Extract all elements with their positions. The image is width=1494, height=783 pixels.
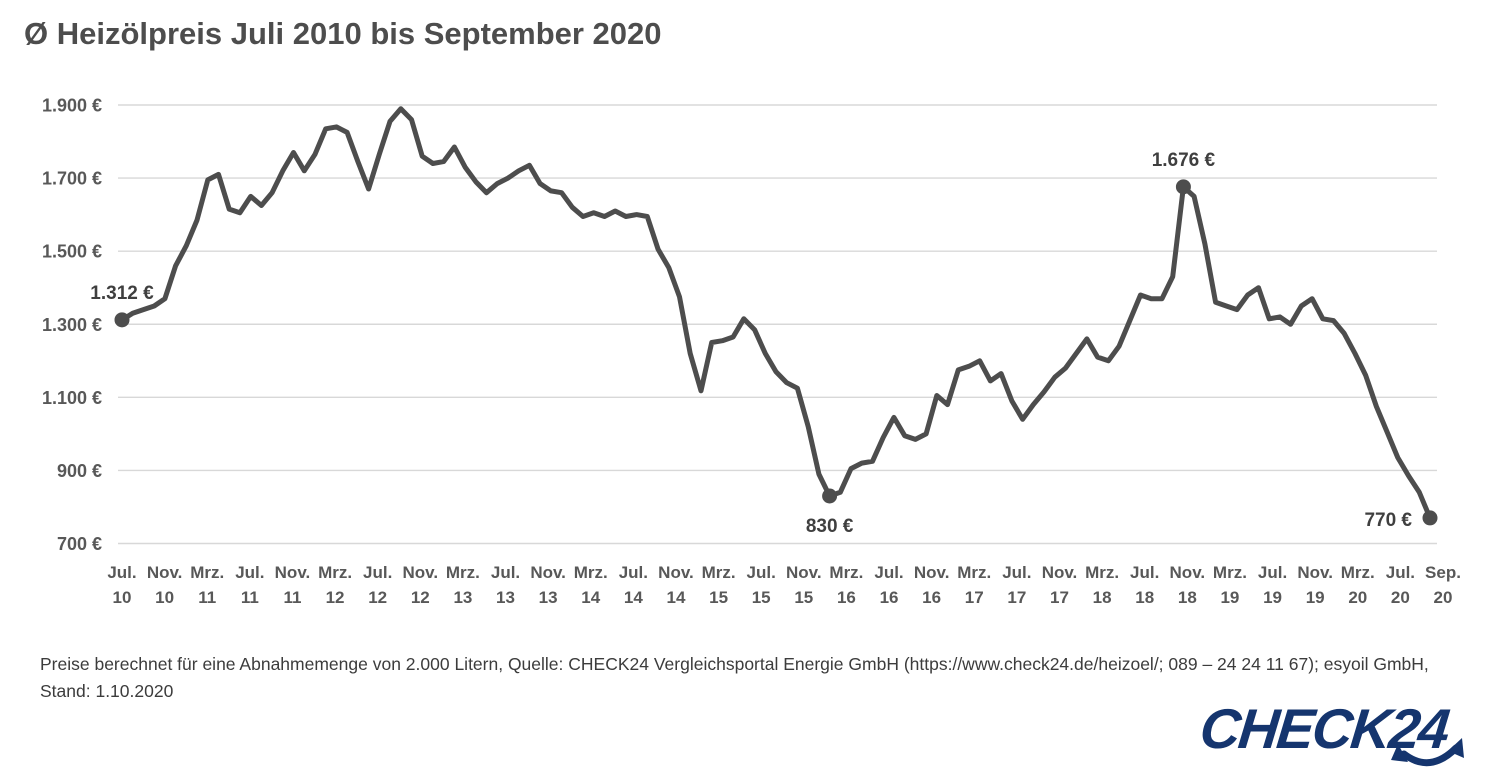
check24-logo: CHECK24 (1202, 697, 1464, 767)
check24-logo-text: CHECK24 (1202, 697, 1453, 760)
x-axis-tick-year: 15 (709, 588, 728, 607)
x-axis-tick-month: Mrz. (446, 563, 480, 582)
x-axis-tick-month: Mrz. (574, 563, 608, 582)
x-axis-tick-year: 11 (283, 588, 301, 607)
price-line (119, 106, 1433, 521)
data-point-dot (1422, 510, 1438, 526)
x-axis-tick-year: 13 (539, 588, 558, 607)
y-axis-label: 1.300 € (42, 315, 102, 335)
source-note-line-1: Preise berechnet für eine Abnahmemenge v… (40, 654, 1429, 674)
x-axis-tick-year: 10 (113, 588, 132, 607)
x-axis-tick-year: 12 (326, 588, 345, 607)
y-axis-label: 1.900 € (42, 96, 102, 116)
x-axis-tick-year: 14 (581, 588, 600, 607)
x-axis-tick-year: 20 (1391, 588, 1410, 607)
y-axis-label: 1.500 € (42, 242, 102, 262)
x-axis-tick-year: 15 (752, 588, 771, 607)
x-axis-tick-month: Nov. (275, 563, 311, 582)
x-axis-tick-year: 16 (922, 588, 941, 607)
x-axis-tick-month: Jul. (235, 563, 264, 582)
x-axis-tick-year: 14 (624, 588, 643, 607)
x-axis-tick-month: Nov. (1042, 563, 1078, 582)
x-axis-tick-month: Jul. (1002, 563, 1031, 582)
x-axis-tick-year: 19 (1220, 588, 1239, 607)
x-axis-tick-year: 17 (1050, 588, 1069, 607)
x-axis-tick-year: 14 (667, 588, 686, 607)
x-axis-tick-month: Nov. (1170, 563, 1206, 582)
x-axis-tick-year: 18 (1093, 588, 1112, 607)
x-axis-tick-month: Nov. (530, 563, 566, 582)
source-note: Preise berechnet für eine Abnahmemenge v… (40, 651, 1460, 705)
x-axis-tick-month: Jul. (1258, 563, 1287, 582)
x-axis-tick-year: 18 (1135, 588, 1154, 607)
x-axis-tick-month: Mrz. (1213, 563, 1247, 582)
page-title: Ø Heizölpreis Juli 2010 bis September 20… (24, 16, 662, 51)
x-axis-tick-month: Nov. (914, 563, 950, 582)
x-axis-tick-year: 12 (368, 588, 387, 607)
logo-arrow-right-head-icon (1448, 738, 1464, 758)
data-point-dot (1175, 179, 1191, 195)
x-axis-tick-year: 19 (1306, 588, 1325, 607)
x-axis-tick-month: Mrz. (829, 563, 863, 582)
x-axis-tick-year: 12 (411, 588, 430, 607)
x-axis-tick-year: 13 (453, 588, 472, 607)
y-axis-label: 1.100 € (42, 388, 102, 408)
x-axis-tick-month: Mrz. (190, 563, 224, 582)
x-axis-tick-month: Sep. (1425, 563, 1461, 582)
source-note-line-2: Stand: 1.10.2020 (40, 681, 174, 702)
data-point-dot (822, 488, 838, 504)
x-axis-tick-year: 15 (794, 588, 813, 607)
x-axis-tick-month: Jul. (874, 563, 903, 582)
x-axis-tick-month: Jul. (363, 563, 392, 582)
data-point-dot (114, 312, 130, 328)
x-axis-tick-year: 16 (837, 588, 856, 607)
y-axis-label: 700 € (57, 534, 102, 554)
x-axis-tick-month: Nov. (658, 563, 694, 582)
x-axis-tick-month: Nov. (147, 563, 183, 582)
x-axis-tick-year: 20 (1434, 588, 1453, 607)
x-axis-tick-month: Jul. (1386, 563, 1415, 582)
x-axis-tick-year: 19 (1263, 588, 1282, 607)
y-axis-label: 900 € (57, 461, 102, 481)
x-axis-tick-year: 20 (1348, 588, 1367, 607)
price-chart: 1.900 € 1.700 € 1.500 € 1.300 € 1.100 € 900 €… (42, 96, 1461, 608)
x-axis-tick-month: Mrz. (957, 563, 991, 582)
x-axis-tick-month: Jul. (1130, 563, 1159, 582)
annotation-label: 1.676 € (1152, 150, 1216, 171)
annotation-label: 1.312 € (90, 283, 154, 304)
y-axis-label: 1.700 € (42, 169, 102, 189)
x-axis-tick-month: Mrz. (318, 563, 352, 582)
x-axis-tick-year: 16 (880, 588, 899, 607)
logo-arrow-left-head-icon (1391, 744, 1408, 762)
x-axis-tick-month: Nov. (1297, 563, 1333, 582)
x-axis-tick-year: 11 (241, 588, 259, 607)
x-axis-tick-month: Jul. (619, 563, 648, 582)
x-axis-tick-month: Jul. (747, 563, 776, 582)
x-axis-tick-month: Nov. (786, 563, 822, 582)
x-axis-tick-month: Mrz. (1085, 563, 1119, 582)
x-axis-tick-month: Jul. (491, 563, 520, 582)
x-axis-tick-month: Mrz. (1341, 563, 1375, 582)
x-axis-tick-year: 18 (1178, 588, 1197, 607)
x-axis-tick-month: Mrz. (702, 563, 736, 582)
x-axis-tick-month: Jul. (107, 563, 136, 582)
x-axis-tick-year: 13 (496, 588, 515, 607)
annotation-label: 770 € (1364, 510, 1412, 531)
x-axis-tick-year: 11 (198, 588, 216, 607)
x-axis-tick-year: 17 (1007, 588, 1026, 607)
x-axis-tick-year: 10 (155, 588, 174, 607)
annotation-label: 830 € (806, 516, 854, 537)
x-axis-tick-month: Nov. (403, 563, 439, 582)
x-axis-tick-year: 17 (965, 588, 984, 607)
